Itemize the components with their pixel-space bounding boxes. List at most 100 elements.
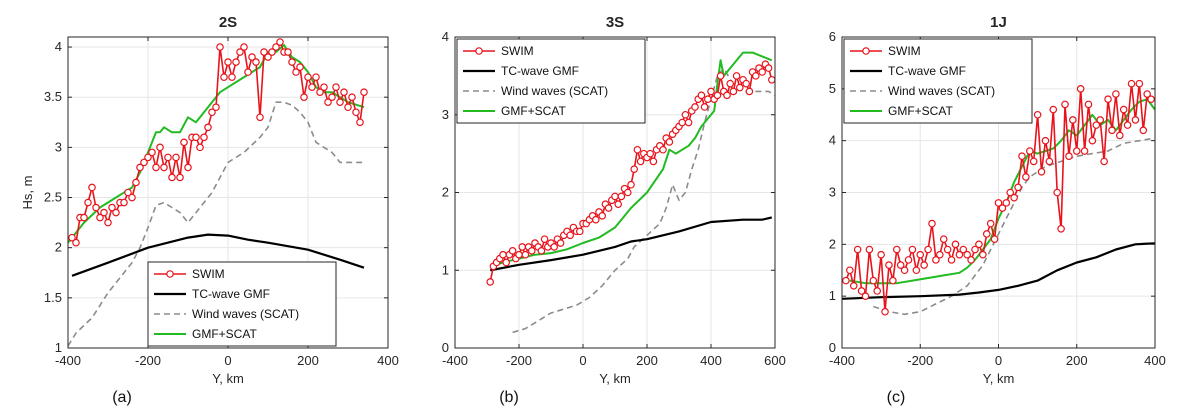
y-axis-label: Hs, m (20, 176, 35, 210)
swim-point (703, 95, 712, 104)
chart-panel-2s: -400 -200 0 200 400 1 1.5 2 2.5 3 3.5 4 2S Y, km Hs, m… (20, 14, 399, 406)
x-tick-label: 0 (224, 353, 231, 368)
swim-point (164, 153, 172, 162)
swim-point (192, 133, 200, 142)
swim-point (1135, 79, 1144, 88)
y-tick-label: 5 (829, 81, 836, 96)
chart-title: 3S (606, 14, 624, 31)
swim-point (963, 250, 972, 259)
swim-point (304, 73, 312, 81)
swim-point (88, 183, 96, 192)
swim-point (272, 43, 280, 51)
swim-point (892, 245, 901, 254)
swim-point (336, 98, 344, 107)
swim-point (172, 153, 180, 162)
swim-point (846, 266, 854, 275)
swim-point (768, 75, 775, 84)
swim-point (136, 163, 144, 172)
swim-point (1100, 157, 1108, 166)
swim-point (908, 245, 917, 254)
y-tick-label: 1.5 (44, 290, 62, 305)
x-tick-label: -200 (907, 353, 933, 368)
swim-point (1139, 126, 1148, 135)
swim-point (1061, 100, 1069, 109)
legend-marker (862, 47, 870, 55)
swim-point (1072, 147, 1081, 155)
swim-point (1022, 173, 1030, 181)
swim-point (120, 198, 128, 207)
swim-point (232, 58, 240, 66)
swim-point (1108, 126, 1116, 135)
x-tick-label: 600 (764, 353, 786, 368)
swim-point (916, 250, 925, 259)
chart-title: 2S (219, 14, 237, 31)
y-tick-label: 1 (55, 340, 62, 355)
swim-point (340, 88, 348, 96)
y-tick-label: 3 (442, 107, 449, 122)
swim-point (959, 245, 968, 254)
swim-point (1147, 95, 1155, 104)
swim-point (904, 256, 913, 264)
swim-point (1029, 157, 1038, 166)
swim-point (881, 307, 889, 316)
x-tick-label: 200 (636, 353, 658, 368)
legend-label: GMF+SCAT (501, 104, 566, 118)
series-line-tc-wave-gmf (489, 216, 773, 272)
swim-point (1080, 147, 1089, 155)
y-tick-label: 3 (55, 139, 62, 154)
swim-point (912, 266, 921, 275)
swim-point (1045, 157, 1054, 166)
swim-point (1112, 90, 1120, 98)
swim-point (356, 118, 364, 127)
swim-point (924, 245, 932, 254)
swim-point (537, 247, 546, 255)
x-axis-label: Y, km (212, 371, 244, 386)
x-tick-label: -400 (442, 353, 468, 368)
swim-point (292, 68, 300, 76)
panel-label: (c) (887, 389, 906, 406)
swim-point (196, 143, 204, 152)
legend-label: GMF+SCAT (192, 327, 257, 341)
swim-point (216, 43, 224, 51)
swim-point (707, 87, 715, 96)
swim-point (869, 276, 878, 285)
legend-label: TC-wave GMF (888, 64, 966, 78)
series-group (68, 38, 368, 347)
swim-point (998, 204, 1007, 212)
series-line-wind-waves-scat (68, 101, 364, 347)
y-tick-label: 3.5 (44, 89, 62, 104)
swim-point (723, 91, 731, 100)
swim-point (1065, 152, 1073, 161)
swim-point (256, 113, 264, 122)
x-tick-label: -400 (829, 353, 855, 368)
swim-point (80, 213, 88, 222)
x-tick-label: -400 (55, 353, 81, 368)
swim-point (224, 58, 232, 66)
swim-point (729, 87, 738, 96)
x-tick-label: 200 (1066, 353, 1088, 368)
swim-point (156, 143, 164, 152)
swim-point (502, 258, 511, 267)
legend: SWIM TC-wave GMF Wind waves (SCAT) GMF+SCAT (843, 38, 1033, 124)
swim-point (124, 188, 132, 197)
panel-label: (b) (499, 389, 519, 406)
swim-point (986, 219, 995, 228)
legend-box (456, 38, 646, 124)
swim-point (633, 145, 642, 154)
legend: SWIM TC-wave GMF Wind waves (SCAT) GMF+SCAT (456, 38, 646, 124)
y-tick-label: 6 (829, 29, 836, 44)
swim-point (1119, 105, 1128, 114)
series-line-tc-wave-gmf (842, 242, 1155, 300)
x-tick-label: 400 (377, 353, 399, 368)
swim-point (144, 153, 152, 162)
swim-point (1002, 199, 1011, 207)
swim-point (148, 148, 156, 157)
panel-label: (a) (112, 389, 132, 406)
swim-point (684, 118, 693, 127)
x-tick-label: 0 (995, 353, 1002, 368)
swim-point (636, 157, 645, 166)
swim-point (200, 133, 208, 142)
y-tick-label: 0 (442, 340, 449, 355)
legend-marker (475, 47, 483, 55)
swim-point (248, 53, 256, 61)
